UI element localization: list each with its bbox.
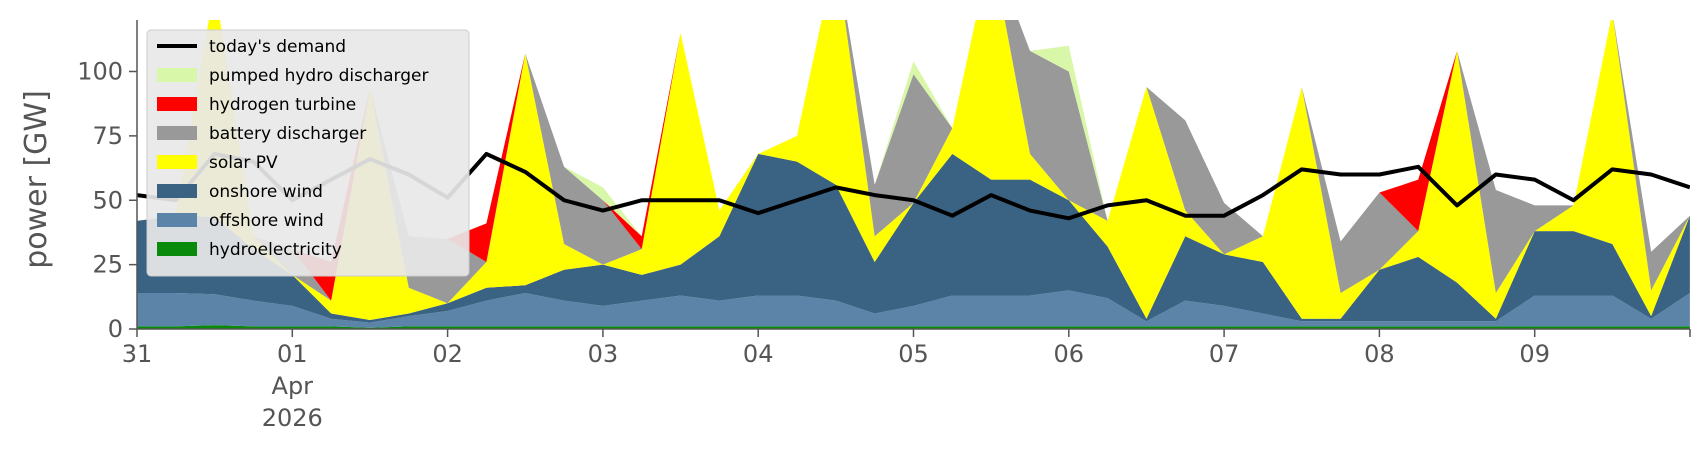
area-onshore-wind (137, 153, 1690, 323)
x-tick-label: 03 (588, 340, 619, 368)
legend-label-battery-discharger: battery discharger (209, 124, 366, 144)
x-tick-label: 08 (1364, 340, 1395, 368)
x-tick-label: 04 (743, 340, 774, 368)
legend-label-today-s-demand: today's demand (209, 37, 346, 57)
legend-label-hydroelectricity: hydroelectricity (209, 240, 342, 260)
x-tick-sublabel: 2026 (262, 404, 323, 432)
y-tick-label: 75 (92, 122, 123, 150)
legend-swatch-battery-discharger (157, 126, 197, 140)
area-battery-discharger (137, 20, 1690, 304)
legend-box (146, 29, 470, 277)
x-tick-sublabel: Apr (272, 372, 314, 400)
area-solar-pv (137, 20, 1690, 320)
legend-label-offshore-wind: offshore wind (209, 211, 324, 231)
y-axis-label: power [GW] (19, 90, 54, 269)
legend: today's demand pumped hydro discharger hyd… (146, 29, 470, 277)
y-tick-label: 100 (77, 58, 123, 86)
x-tick-label: 31 (122, 340, 153, 368)
x-tick-label: 06 (1054, 340, 1085, 368)
legend-swatch-onshore-wind (157, 184, 197, 198)
area-offshore-wind (137, 290, 1690, 328)
x-tick-label: 07 (1209, 340, 1240, 368)
x-tick-label: 09 (1519, 340, 1550, 368)
legend-swatch-offshore-wind (157, 213, 197, 227)
x-tick-label: 05 (898, 340, 929, 368)
y-tick-label: 50 (92, 186, 123, 214)
legend-swatch-solar-pv (157, 155, 197, 169)
legend-label-solar-pv: solar PV (209, 153, 278, 173)
axes: 0 25 50 75 100 31 01 Apr 2026 02 03 04 05 06 07 08 09 (77, 20, 1691, 432)
legend-swatch-hydroelectricity (157, 242, 197, 256)
y-tick-label: 0 (108, 315, 123, 343)
y-tick-label: 25 (92, 251, 123, 279)
legend-label-onshore-wind: onshore wind (209, 182, 323, 202)
legend-swatch-pumped-hydro-discharger (157, 68, 197, 82)
stacked-area-layer (137, 20, 1690, 329)
legend-swatch-hydrogen-turbine (157, 97, 197, 111)
x-tick-label: 01 (277, 340, 308, 368)
area-hydroelectricity (137, 325, 1690, 329)
legend-label-pumped-hydro-discharger: pumped hydro discharger (209, 66, 428, 86)
area-pumped-hydro-discharger (137, 20, 1690, 263)
legend-label-hydrogen-turbine: hydrogen turbine (209, 95, 356, 115)
x-tick-label: 02 (432, 340, 463, 368)
